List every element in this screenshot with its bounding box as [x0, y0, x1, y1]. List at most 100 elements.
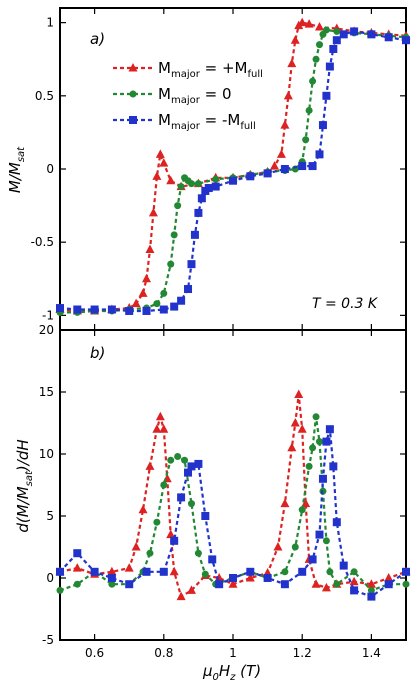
data-point: [174, 452, 182, 460]
data-point: [73, 549, 82, 558]
data-point: [280, 120, 290, 129]
x-label-sub0: 0: [213, 672, 219, 683]
data-point: [315, 530, 324, 539]
data-point: [145, 244, 155, 253]
x-label-subz: z: [229, 672, 236, 683]
y-tick-label: 15: [39, 385, 54, 399]
data-point: [194, 549, 202, 557]
data-point: [384, 573, 394, 582]
data-point: [155, 411, 165, 421]
data-point: [349, 576, 359, 586]
data-point: [148, 207, 158, 217]
y-tick-label: 10: [39, 447, 54, 461]
y-label-main: M/M: [6, 162, 24, 193]
data-point: [315, 22, 324, 31]
data-point: [350, 27, 359, 36]
data-point: [308, 162, 317, 171]
legend-label: Mmajor = -Mfull: [158, 111, 256, 132]
legend-marker: [129, 116, 137, 124]
data-point: [177, 296, 186, 305]
data-point: [107, 574, 116, 582]
data-point: [287, 442, 297, 452]
data-point: [329, 462, 338, 471]
data-point: [194, 180, 202, 188]
data-point: [90, 305, 99, 314]
data-point: [281, 568, 289, 576]
data-point: [367, 586, 375, 594]
data-point: [315, 150, 324, 159]
y-tick-label: -1: [42, 308, 54, 322]
data-point: [160, 481, 168, 489]
legend-entry-1: Mmajor = 0: [113, 85, 232, 106]
data-point: [211, 182, 220, 191]
data-point: [204, 184, 213, 193]
data-point: [333, 27, 341, 35]
data-point: [197, 194, 206, 203]
data-point: [325, 425, 334, 434]
y-tick-label: 0.5: [35, 89, 54, 103]
data-point: [298, 162, 307, 171]
data-point: [263, 169, 272, 178]
y-label-post: )/dH: [14, 439, 32, 472]
panel-b: 20 15 10 5 0 -5 0.6 0.8 1 1.2 1.4 b) d(M/Msat)/dH…: [14, 323, 411, 683]
data-point: [159, 305, 168, 314]
data-point: [194, 459, 203, 468]
x-tick-label: 0.6: [85, 646, 104, 660]
data-point: [339, 561, 348, 570]
data-point: [177, 493, 186, 502]
data-point: [131, 298, 141, 308]
y-tick-label: -5: [42, 633, 54, 647]
data-point: [108, 580, 116, 588]
data-point: [142, 273, 151, 283]
data-point: [56, 586, 64, 594]
data-point: [280, 498, 290, 508]
data-point: [186, 585, 196, 594]
panel-a: 1 0.5 0 -0.5 -1 a) T = 0.3 K M/Msat Mmajor =…: [6, 7, 411, 331]
data-point: [125, 306, 134, 315]
legend: Mmajor = +Mfull Mmajor = 0 Mmajor = -Mfull: [113, 59, 263, 132]
panel-b-y-ticks: 20 15 10 5 0 -5: [39, 323, 406, 647]
data-point: [170, 231, 178, 239]
data-point: [215, 580, 224, 589]
data-point: [318, 121, 327, 130]
data-point: [309, 77, 317, 85]
data-point: [142, 567, 151, 576]
panel-a-frame: [59, 7, 407, 331]
data-point: [166, 175, 176, 185]
data-point: [228, 579, 238, 588]
data-point: [294, 389, 304, 398]
data-point: [309, 444, 317, 452]
y-tick-label: -0.5: [31, 235, 54, 249]
data-point: [273, 542, 283, 551]
data-point: [322, 537, 330, 545]
series-1-circle: [56, 413, 410, 594]
panel-a-label: a): [90, 30, 105, 48]
x-label-h: H: [219, 662, 230, 680]
panel-a-series: [55, 17, 411, 316]
data-point: [402, 567, 410, 576]
data-point: [297, 424, 307, 433]
data-point: [308, 555, 317, 564]
data-point: [384, 580, 393, 589]
data-point: [245, 573, 255, 582]
data-point: [316, 438, 323, 446]
panel-a-y-axis-label: M/Msat: [6, 146, 27, 193]
data-point: [166, 529, 176, 539]
data-point: [107, 566, 117, 576]
series-2-square: [56, 425, 410, 601]
data-point: [208, 555, 217, 564]
data-point: [350, 568, 358, 576]
data-point: [184, 468, 193, 477]
series-0-triangle: [55, 389, 411, 601]
data-point: [318, 474, 327, 483]
data-point: [326, 568, 334, 576]
data-point: [187, 500, 195, 508]
y-tick-label: 0: [46, 162, 54, 176]
data-point: [332, 36, 341, 45]
data-point: [329, 44, 338, 53]
data-point: [152, 171, 162, 180]
data-point: [287, 58, 297, 68]
data-point: [190, 230, 199, 239]
y-tick-label: 1: [46, 16, 54, 30]
data-point: [367, 592, 376, 601]
